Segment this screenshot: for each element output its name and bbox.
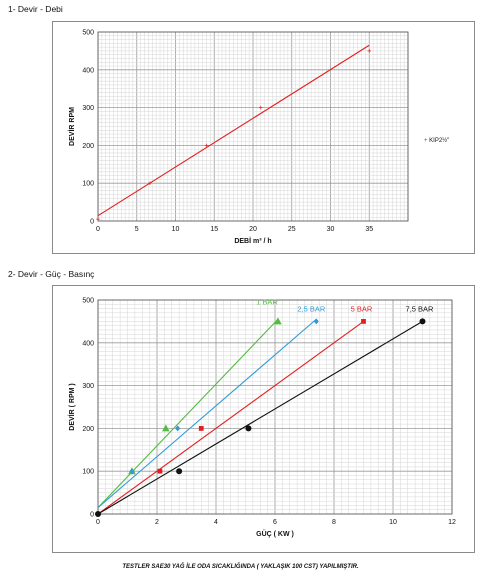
x-tick-label: 25: [288, 226, 296, 233]
y-axis-label: DEVİR RPM: [68, 107, 76, 146]
x-tick-label: 6: [273, 519, 277, 526]
y-tick-label: 100: [82, 469, 94, 476]
x-tick-label: 8: [332, 519, 336, 526]
x-tick-label: 10: [172, 226, 180, 233]
y-tick-label: 0: [90, 219, 94, 226]
chart1-svg: 0 5 10 15 20 25 30 35 0 100 200 300 400 500 DEBİ m³ / …: [68, 30, 409, 245]
y-axis-label: DEVİR ( RPM ): [68, 383, 76, 430]
chart1-heading: 1- Devir - Debi: [8, 4, 63, 14]
x-tick-label: 15: [210, 226, 218, 233]
chart1-legend: + KIP2½": [424, 138, 449, 144]
data-point: [157, 468, 163, 474]
data-point: [204, 143, 209, 148]
y-tick-label: 400: [82, 67, 94, 74]
y-tick-label: 0: [90, 512, 94, 519]
x-tick-label: 2: [155, 519, 159, 526]
x-tick-label: 4: [214, 519, 218, 526]
series-label: 2,5 BAR: [297, 304, 326, 313]
x-tick-label: 0: [96, 226, 100, 233]
data-point: [129, 468, 135, 475]
data-point: [95, 511, 101, 517]
series-line: [97, 320, 364, 515]
data-point: [361, 319, 366, 324]
y-tick-label: 300: [82, 105, 94, 112]
plot-area: [97, 299, 453, 515]
y-tick-label: 300: [82, 383, 94, 390]
x-tick-label: 10: [389, 519, 397, 526]
x-axis-label: DEBİ m³ / h: [234, 237, 271, 245]
y-tick-label: 400: [82, 340, 94, 347]
series-line: [97, 320, 423, 515]
y-tick-label: 500: [82, 298, 94, 305]
legend-marker-icon: +: [424, 138, 430, 144]
data-point: [96, 217, 100, 221]
series-label: 7,5 BAR: [406, 304, 435, 313]
data-point: [274, 317, 282, 325]
series-line: [97, 318, 279, 508]
y-tick-label: 500: [82, 30, 94, 37]
data-point: [419, 318, 426, 325]
plot-area: [97, 31, 409, 222]
chart1-legend-label: KIP2½": [429, 138, 450, 144]
y-tick-label: 200: [82, 426, 94, 433]
x-axis-label: GÜÇ ( KW ): [256, 529, 294, 538]
chart2-heading: 2- Devir - Güç - Basınç: [8, 269, 95, 279]
data-point: [367, 49, 372, 53]
footnote: TESTLER SAE30 YAĞ İLE ODA SICAKLIĞINDA (…: [122, 564, 359, 570]
data-point: [313, 318, 319, 325]
data-point: [176, 468, 183, 475]
x-tick-label: 30: [327, 226, 335, 233]
data-point: [198, 426, 204, 431]
series-label: 5 BAR: [351, 304, 373, 313]
data-point: [148, 181, 152, 185]
data-point: [175, 425, 181, 432]
x-tick-label: 0: [96, 519, 100, 526]
chart2-container: [52, 285, 475, 553]
series-line: [97, 44, 370, 217]
x-tick-label: 12: [448, 519, 456, 526]
data-point: [258, 105, 263, 110]
x-tick-label: 5: [135, 226, 139, 233]
x-tick-label: 20: [249, 226, 257, 233]
chart1-container: [52, 21, 475, 254]
y-tick-label: 100: [82, 181, 94, 188]
series-line: [97, 318, 317, 508]
x-tick-label: 35: [365, 226, 373, 233]
y-tick-label: 200: [82, 143, 94, 150]
data-point: [245, 425, 252, 432]
series-label: 1 BAR: [256, 297, 278, 306]
data-point: [162, 424, 170, 432]
